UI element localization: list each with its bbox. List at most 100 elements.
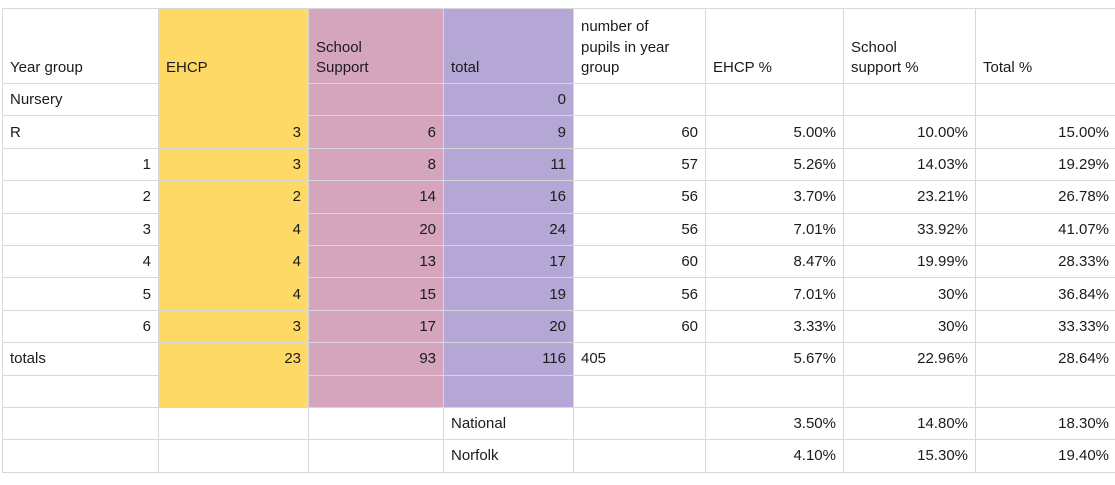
spreadsheet-cell[interactable]: 4.10% [706, 440, 844, 473]
spreadsheet-cell[interactable]: 19 [444, 278, 574, 311]
spreadsheet-cell[interactable]: 3.70% [706, 181, 844, 214]
spreadsheet-cell[interactable]: 0 [444, 84, 574, 117]
spreadsheet-cell[interactable]: 3.33% [706, 310, 844, 344]
spreadsheet-cell[interactable]: 56 [574, 181, 706, 214]
spreadsheet-cell[interactable] [3, 407, 159, 441]
spreadsheet-cell[interactable] [309, 440, 444, 473]
spreadsheet-cell[interactable]: 93 [309, 343, 444, 376]
spreadsheet-cell[interactable]: 56 [574, 213, 706, 246]
spreadsheet-cell[interactable]: 17 [444, 245, 574, 279]
spreadsheet-cell[interactable] [844, 375, 976, 408]
spreadsheet-cell[interactable]: 19.29% [976, 149, 1115, 182]
column-header-cell[interactable]: School Support [309, 9, 444, 84]
spreadsheet-cell[interactable]: 10.00% [844, 116, 976, 149]
spreadsheet-cell[interactable] [574, 440, 706, 473]
spreadsheet-cell[interactable]: 7.01% [706, 278, 844, 311]
spreadsheet-cell[interactable] [976, 84, 1115, 117]
spreadsheet-cell[interactable]: National [444, 407, 574, 441]
column-header-cell[interactable]: Year group [3, 9, 159, 84]
spreadsheet-cell[interactable]: 9 [444, 116, 574, 149]
spreadsheet-cell[interactable]: 30% [844, 278, 976, 311]
spreadsheet-cell[interactable] [159, 407, 309, 441]
spreadsheet-cell[interactable] [844, 84, 976, 117]
spreadsheet-cell[interactable]: 5.67% [706, 343, 844, 376]
spreadsheet-cell[interactable]: 3 [3, 213, 159, 246]
spreadsheet-cell[interactable]: 116 [444, 343, 574, 376]
spreadsheet-cell[interactable]: 4 [159, 245, 309, 279]
column-header-cell[interactable]: EHCP [159, 9, 309, 84]
column-header-cell[interactable]: EHCP % [706, 9, 844, 84]
spreadsheet-cell[interactable]: 4 [159, 278, 309, 311]
spreadsheet-cell[interactable]: 41.07% [976, 214, 1115, 246]
column-header-cell[interactable]: Total % [976, 9, 1115, 84]
spreadsheet-cell[interactable] [706, 84, 844, 117]
spreadsheet-cell[interactable] [159, 440, 309, 473]
spreadsheet-cell[interactable] [444, 375, 574, 408]
spreadsheet-cell[interactable]: 3 [159, 116, 309, 149]
spreadsheet-cell[interactable] [309, 407, 444, 441]
spreadsheet-cell[interactable]: 14 [309, 181, 444, 214]
spreadsheet-cell[interactable]: 5.00% [706, 116, 844, 149]
spreadsheet-cell[interactable]: 4 [159, 213, 309, 246]
spreadsheet-cell[interactable]: 14.80% [844, 407, 976, 441]
spreadsheet-cell[interactable] [3, 375, 159, 408]
spreadsheet-cell[interactable]: 60 [574, 245, 706, 279]
spreadsheet-cell[interactable]: 28.33% [976, 246, 1115, 279]
spreadsheet-cell[interactable]: 15.00% [976, 116, 1115, 149]
spreadsheet-cell[interactable]: 2 [3, 181, 159, 214]
column-header-cell[interactable]: total [444, 9, 574, 84]
spreadsheet-cell[interactable]: 6 [3, 310, 159, 344]
column-header-cell[interactable]: School support % [844, 9, 976, 84]
spreadsheet-cell[interactable]: 8 [309, 148, 444, 182]
spreadsheet-cell[interactable]: 60 [574, 116, 706, 149]
spreadsheet-cell[interactable]: 13 [309, 245, 444, 279]
spreadsheet-cell[interactable]: 23.21% [844, 181, 976, 214]
spreadsheet-cell[interactable]: 405 [574, 343, 706, 376]
spreadsheet-cell[interactable] [574, 375, 706, 408]
spreadsheet-cell[interactable]: 1 [3, 148, 159, 182]
spreadsheet-cell[interactable] [159, 375, 309, 408]
spreadsheet-cell[interactable]: 60 [574, 310, 706, 344]
spreadsheet-cell[interactable] [574, 407, 706, 441]
spreadsheet-cell[interactable]: 6 [309, 116, 444, 149]
spreadsheet-cell[interactable]: 15 [309, 278, 444, 311]
spreadsheet-cell[interactable]: 33.33% [976, 311, 1115, 344]
spreadsheet-cell[interactable]: totals [3, 343, 159, 376]
spreadsheet-cell[interactable]: 20 [444, 310, 574, 344]
spreadsheet-cell[interactable] [976, 376, 1115, 408]
spreadsheet-cell[interactable]: 11 [444, 148, 574, 182]
spreadsheet-cell[interactable]: 3 [159, 310, 309, 344]
spreadsheet-cell[interactable]: 8.47% [706, 245, 844, 279]
spreadsheet-cell[interactable]: Nursery [3, 84, 159, 117]
spreadsheet-cell[interactable]: 5.26% [706, 148, 844, 182]
spreadsheet-cell[interactable]: 19.40% [976, 440, 1115, 473]
spreadsheet-cell[interactable] [706, 375, 844, 408]
spreadsheet-cell[interactable]: 15.30% [844, 440, 976, 473]
spreadsheet-cell[interactable] [309, 84, 444, 117]
spreadsheet-cell[interactable]: 18.30% [976, 408, 1115, 441]
spreadsheet-cell[interactable] [159, 84, 309, 117]
spreadsheet-cell[interactable]: R [3, 116, 159, 149]
spreadsheet-cell[interactable]: 33.92% [844, 213, 976, 246]
spreadsheet-cell[interactable]: 57 [574, 148, 706, 182]
spreadsheet-cell[interactable]: 4 [3, 245, 159, 279]
spreadsheet-cell[interactable]: 20 [309, 213, 444, 246]
spreadsheet-cell[interactable]: 3 [159, 148, 309, 182]
spreadsheet-cell[interactable]: 23 [159, 343, 309, 376]
spreadsheet-cell[interactable]: 22.96% [844, 343, 976, 376]
spreadsheet-cell[interactable]: 26.78% [976, 181, 1115, 214]
spreadsheet-cell[interactable]: 14.03% [844, 148, 976, 182]
spreadsheet-cell[interactable]: 30% [844, 310, 976, 344]
spreadsheet-cell[interactable]: 24 [444, 213, 574, 246]
spreadsheet-cell[interactable]: 3.50% [706, 407, 844, 441]
spreadsheet-cell[interactable]: 16 [444, 181, 574, 214]
spreadsheet-cell[interactable]: 5 [3, 278, 159, 311]
spreadsheet-cell[interactable]: 36.84% [976, 278, 1115, 311]
spreadsheet-cell[interactable]: 19.99% [844, 245, 976, 279]
spreadsheet-cell[interactable]: 7.01% [706, 213, 844, 246]
spreadsheet-cell[interactable] [309, 375, 444, 408]
spreadsheet-cell[interactable]: 56 [574, 278, 706, 311]
column-header-cell[interactable]: number of pupils in year group [574, 9, 706, 84]
spreadsheet-cell[interactable] [3, 440, 159, 473]
spreadsheet-cell[interactable]: 28.64% [976, 343, 1115, 376]
